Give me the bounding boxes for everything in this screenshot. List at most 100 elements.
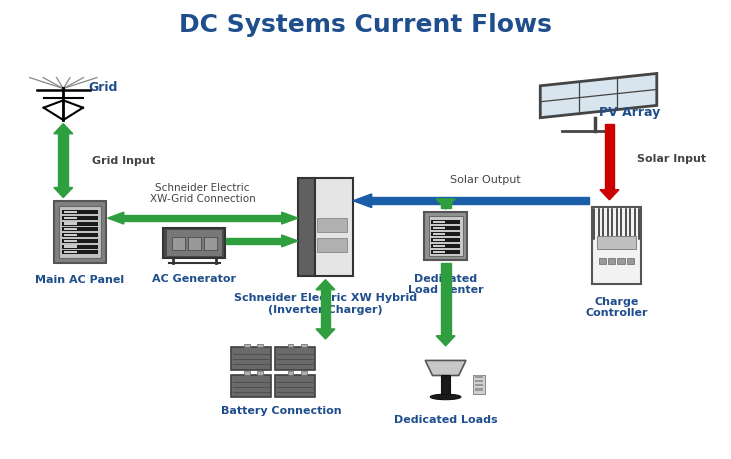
- Polygon shape: [600, 190, 619, 200]
- Bar: [64, 217, 77, 219]
- Bar: [371, 197, 589, 204]
- Text: Schneider Electric
XW-Grid Connection: Schneider Electric XW-Grid Connection: [150, 183, 256, 204]
- Text: DC Systems Current Flows: DC Systems Current Flows: [179, 13, 552, 37]
- Bar: [300, 343, 306, 347]
- Bar: [431, 220, 461, 224]
- Polygon shape: [281, 235, 298, 247]
- Bar: [441, 263, 450, 336]
- Bar: [428, 216, 463, 257]
- Text: Solar Input: Solar Input: [637, 155, 706, 164]
- Bar: [433, 221, 445, 223]
- Bar: [204, 237, 217, 250]
- Bar: [475, 375, 482, 378]
- Polygon shape: [316, 280, 335, 290]
- Bar: [599, 258, 606, 264]
- Bar: [320, 290, 330, 329]
- Bar: [431, 250, 461, 253]
- Bar: [475, 388, 482, 391]
- Bar: [244, 371, 250, 375]
- Polygon shape: [281, 212, 298, 224]
- Bar: [433, 233, 445, 235]
- Text: Solar Output: Solar Output: [450, 175, 521, 185]
- Text: Dedicated Loads: Dedicated Loads: [394, 415, 497, 425]
- Bar: [317, 238, 347, 252]
- Bar: [124, 215, 281, 221]
- Bar: [64, 251, 77, 253]
- Bar: [431, 226, 461, 230]
- Bar: [62, 227, 98, 231]
- Bar: [592, 207, 642, 284]
- Bar: [64, 246, 77, 248]
- Bar: [62, 245, 98, 249]
- Bar: [275, 347, 315, 370]
- Bar: [257, 371, 263, 375]
- Bar: [597, 236, 637, 249]
- Bar: [231, 347, 271, 370]
- Bar: [231, 375, 271, 397]
- Bar: [62, 222, 98, 225]
- Polygon shape: [436, 336, 455, 346]
- Text: Battery Connection: Battery Connection: [221, 406, 342, 416]
- Bar: [442, 375, 450, 397]
- Bar: [431, 244, 461, 248]
- Bar: [62, 250, 98, 254]
- Polygon shape: [436, 199, 455, 209]
- Bar: [62, 210, 98, 214]
- Text: PV Array: PV Array: [599, 106, 661, 119]
- Bar: [314, 178, 353, 276]
- Bar: [475, 384, 482, 386]
- Bar: [298, 178, 314, 276]
- Bar: [287, 371, 293, 375]
- Bar: [300, 371, 306, 375]
- Text: AC Generator: AC Generator: [152, 274, 236, 284]
- Text: Dedicated
Load Center: Dedicated Load Center: [408, 274, 483, 295]
- Polygon shape: [425, 360, 466, 375]
- Polygon shape: [54, 187, 73, 197]
- Polygon shape: [54, 123, 73, 134]
- Bar: [433, 245, 445, 247]
- Bar: [424, 213, 467, 260]
- Text: Schneider Electric XW Hybrid
(Inverter/Charger): Schneider Electric XW Hybrid (Inverter/C…: [234, 293, 417, 315]
- Bar: [275, 375, 315, 397]
- Text: Charge
Controller: Charge Controller: [586, 297, 648, 318]
- Bar: [167, 230, 221, 256]
- Ellipse shape: [431, 394, 461, 400]
- Bar: [441, 199, 450, 207]
- Bar: [608, 258, 616, 264]
- Polygon shape: [540, 73, 656, 118]
- Bar: [431, 232, 461, 236]
- Bar: [58, 134, 68, 187]
- Text: Grid Input: Grid Input: [92, 156, 156, 166]
- Bar: [64, 222, 77, 224]
- Bar: [62, 216, 98, 220]
- Bar: [64, 228, 77, 230]
- Polygon shape: [353, 194, 371, 207]
- Bar: [172, 237, 185, 250]
- Bar: [64, 234, 77, 236]
- Bar: [64, 211, 77, 213]
- Bar: [64, 240, 77, 242]
- Bar: [227, 238, 281, 244]
- Bar: [433, 251, 445, 253]
- Bar: [475, 380, 482, 382]
- Text: Grid: Grid: [88, 81, 118, 94]
- Bar: [59, 206, 101, 258]
- Bar: [618, 258, 625, 264]
- Bar: [605, 123, 614, 190]
- Bar: [188, 237, 201, 250]
- Bar: [473, 375, 485, 394]
- Bar: [54, 201, 106, 263]
- Bar: [627, 258, 635, 264]
- Bar: [244, 343, 250, 347]
- Bar: [164, 229, 225, 258]
- Bar: [433, 239, 445, 241]
- Bar: [317, 218, 347, 232]
- Bar: [62, 233, 98, 237]
- Bar: [431, 238, 461, 242]
- Polygon shape: [316, 329, 335, 339]
- Bar: [287, 343, 293, 347]
- Polygon shape: [107, 212, 124, 224]
- Bar: [62, 239, 98, 243]
- Bar: [433, 227, 445, 229]
- Text: Main AC Panel: Main AC Panel: [36, 275, 124, 285]
